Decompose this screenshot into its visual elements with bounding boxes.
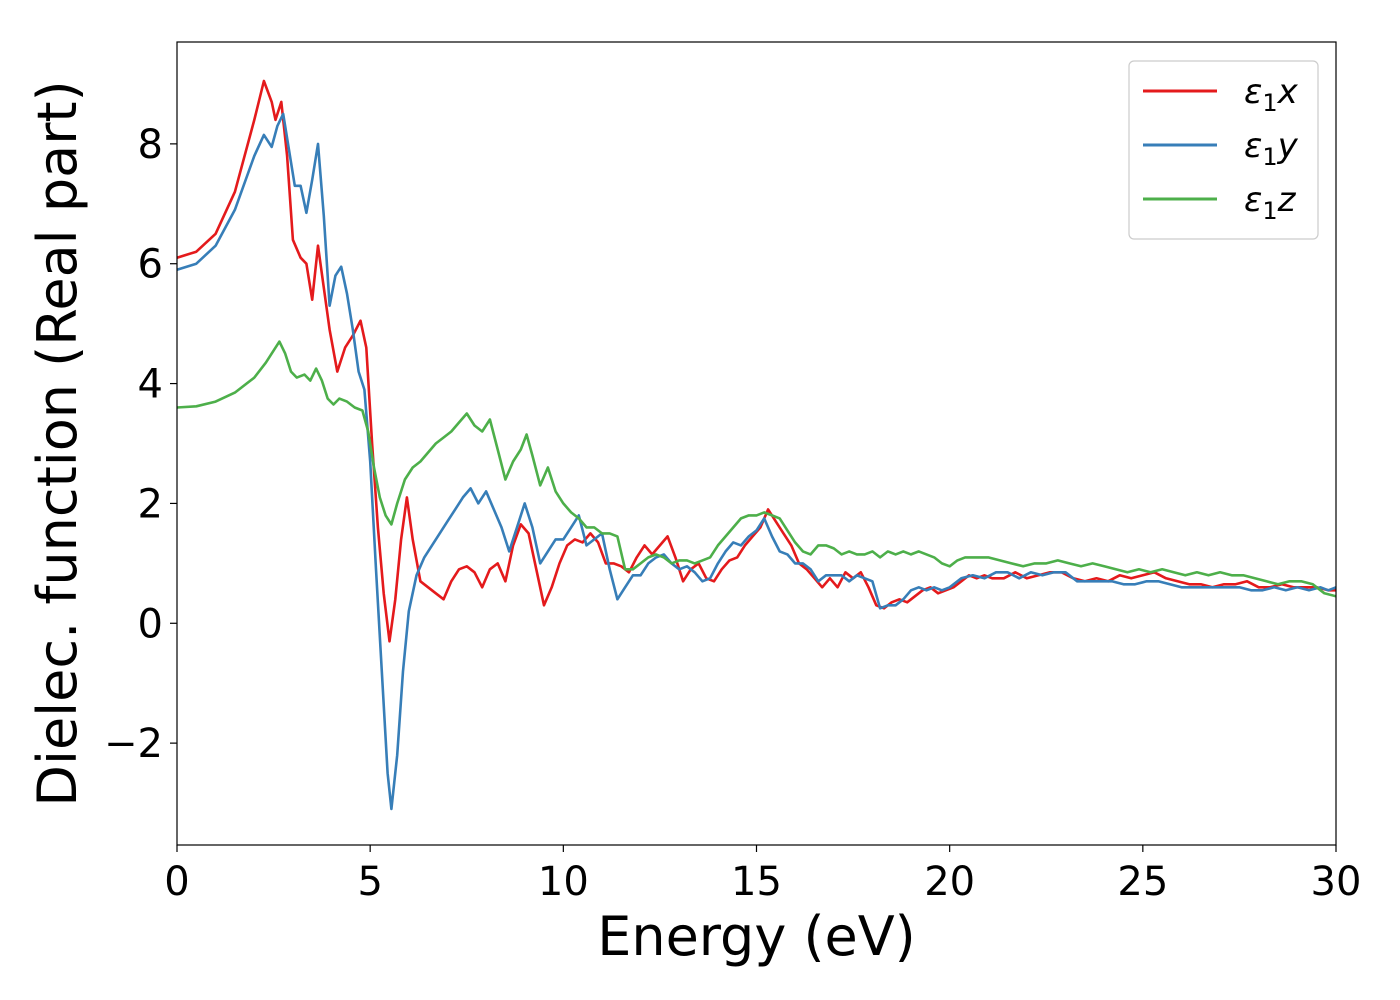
legend-box	[1128, 60, 1319, 240]
x-axis-title: Energy (eV)	[597, 905, 916, 968]
legend-label: ε1x	[1244, 72, 1299, 117]
y-tick-label: 4	[138, 362, 163, 408]
y-axis-title: Dielec. function (Real part)	[26, 80, 89, 806]
x-tick-label: 20	[924, 859, 975, 905]
series-line-z	[177, 340, 1336, 598]
y-tick-label: 8	[138, 122, 163, 168]
x-tick-label: 25	[1117, 859, 1168, 905]
series-layer	[177, 79, 1336, 811]
legend-label: ε1z	[1244, 180, 1297, 225]
x-tick-label: 10	[538, 859, 589, 905]
y-tick-label: 2	[138, 481, 163, 527]
y-axis: −2 0 2 4 6 8	[104, 122, 177, 767]
y-tick-label: 0	[138, 601, 163, 647]
legend: ε1x ε1y ε1z	[1128, 60, 1319, 240]
legend-label: ε1y	[1244, 126, 1299, 171]
series-line-y	[177, 112, 1336, 811]
x-axis: 0 5 10 15 20 25 30	[164, 845, 1361, 905]
x-tick-label: 5	[357, 859, 382, 905]
y-tick-label: 6	[138, 242, 163, 288]
y-tick-label: −2	[104, 721, 163, 767]
x-tick-label: 15	[731, 859, 782, 905]
x-tick-label: 0	[164, 859, 189, 905]
x-tick-label: 30	[1311, 859, 1362, 905]
